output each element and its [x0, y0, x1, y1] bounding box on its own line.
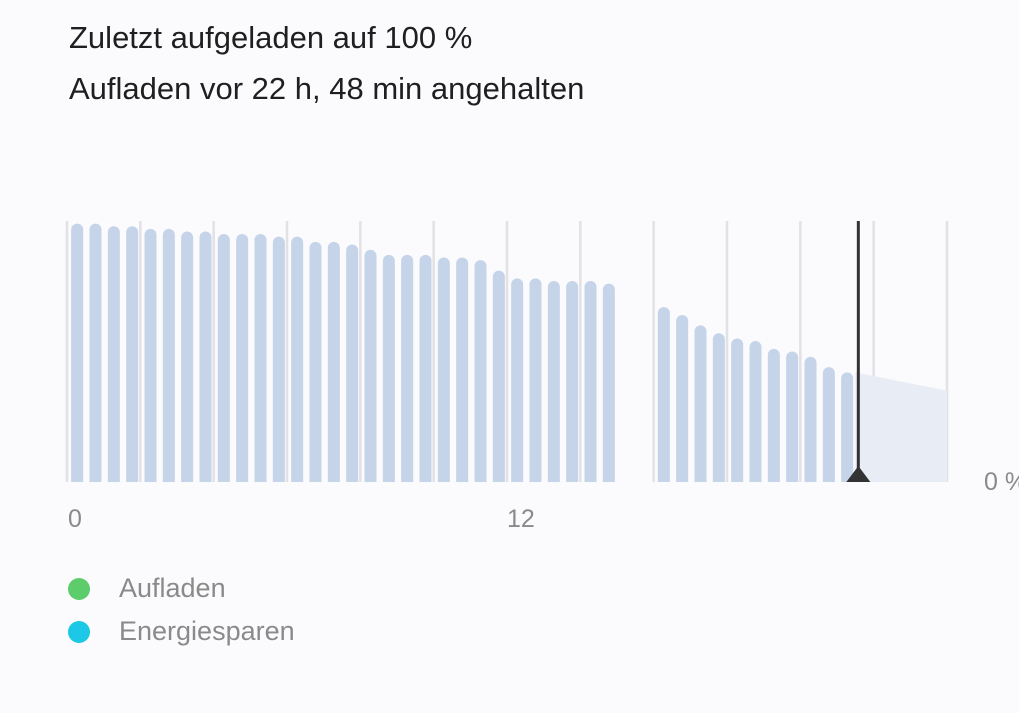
battery-level-bar — [71, 223, 84, 483]
battery-level-bar — [437, 257, 450, 482]
battery-level-bar — [89, 223, 102, 483]
battery-level-bar — [547, 281, 560, 482]
legend-label: Aufladen — [119, 573, 226, 603]
battery-level-bar — [841, 372, 854, 482]
battery-level-bar — [786, 351, 799, 482]
battery-level-bar — [804, 356, 817, 482]
battery-level-bar — [199, 231, 212, 482]
battery-level-bar — [566, 281, 579, 482]
battery-level-bar — [217, 234, 230, 482]
battery-level-bar — [364, 249, 377, 482]
battery-level-bar — [492, 270, 505, 482]
battery-level-bar — [456, 257, 469, 482]
battery-level-bar — [162, 228, 175, 482]
battery-level-bar — [419, 254, 432, 482]
battery-level-bar — [731, 338, 744, 482]
battery-level-bar — [327, 241, 340, 482]
battery-level-bar — [107, 226, 120, 482]
x-tick-label: 12 — [507, 505, 535, 533]
projection-area — [855, 372, 947, 482]
battery-level-bar — [272, 236, 285, 482]
legend-label: Energiesparen — [119, 616, 295, 646]
battery-level-bar — [382, 254, 395, 482]
battery-level-bar — [309, 241, 322, 482]
battery-level-bar — [529, 278, 542, 482]
x-tick-label: 0 — [68, 505, 82, 533]
legend-item-battery-saver: Energiesparen — [68, 616, 295, 647]
battery-level-bar — [822, 367, 835, 482]
last-charged-text: Zuletzt aufgeladen auf 100 % — [69, 20, 473, 55]
green-dot-icon — [68, 577, 90, 600]
battery-level-bar — [126, 226, 139, 482]
battery-level-bar — [767, 348, 780, 482]
battery-level-bar — [346, 244, 359, 482]
legend-item-charging: Aufladen — [68, 573, 226, 604]
current-time-marker-triangle — [846, 466, 871, 482]
cyan-dot-icon — [68, 620, 90, 643]
battery-level-bar — [401, 254, 414, 482]
battery-level-bar — [694, 325, 707, 482]
battery-level-bar — [291, 236, 304, 482]
battery-level-bar — [236, 234, 249, 482]
battery-level-bar — [181, 231, 194, 482]
battery-level-bar — [749, 341, 762, 482]
charging-stopped-text: Aufladen vor 22 h, 48 min angehalten — [69, 71, 585, 106]
battery-level-bar — [602, 283, 615, 482]
battery-level-bar — [676, 314, 689, 482]
battery-level-bar — [511, 278, 524, 482]
battery-level-bar — [474, 260, 487, 482]
battery-level-bar — [584, 281, 597, 482]
y-tick-label: 0 % — [984, 468, 1019, 496]
battery-level-bar — [712, 333, 725, 482]
battery-level-bar — [254, 234, 267, 482]
battery-level-bar — [144, 228, 157, 482]
battery-level-bar — [657, 307, 670, 482]
